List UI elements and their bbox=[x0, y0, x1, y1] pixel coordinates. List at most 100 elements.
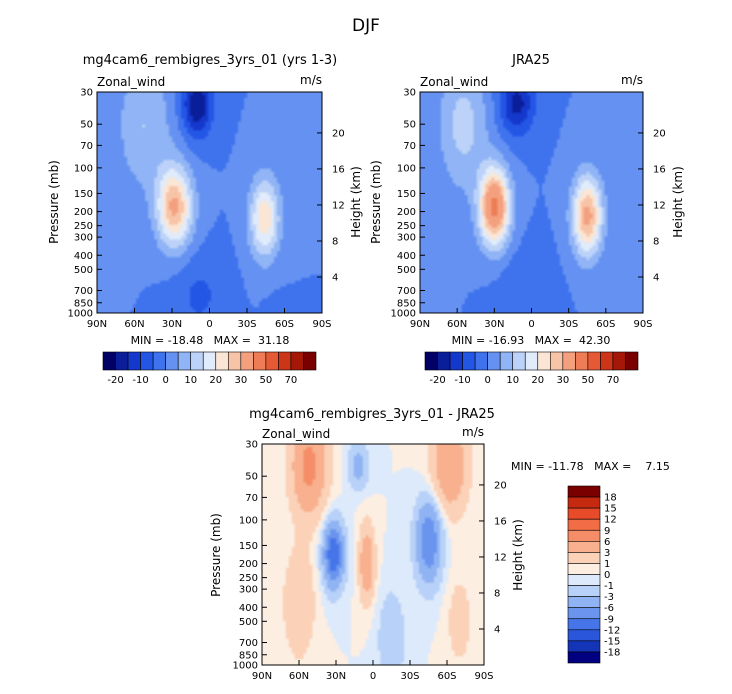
y-tick-label: 700 bbox=[74, 286, 93, 297]
x-tick-label: 0 bbox=[370, 671, 376, 682]
y2-tick-label: 4 bbox=[653, 272, 659, 283]
colorbar-swatch bbox=[487, 351, 501, 371]
y-tick-label: 70 bbox=[80, 141, 93, 152]
heatmap-field bbox=[97, 92, 322, 313]
colorbar-swatch bbox=[567, 541, 601, 553]
y-tick-label: 150 bbox=[397, 189, 416, 200]
colorbar-swatch bbox=[567, 618, 601, 631]
heatmap-field bbox=[262, 444, 484, 665]
colorbar-swatch bbox=[152, 351, 166, 371]
colorbar-label: -15 bbox=[604, 636, 620, 647]
colorbar-label: 6 bbox=[604, 537, 610, 548]
y-tick-label: 400 bbox=[74, 251, 93, 262]
x-tick-label: 90S bbox=[312, 319, 331, 330]
y-tick-label: 250 bbox=[239, 573, 258, 584]
colorbar-swatch bbox=[127, 351, 141, 371]
y-tick-label: 850 bbox=[239, 650, 258, 661]
x-tick-label: 60N bbox=[289, 671, 309, 682]
y-tick-label: 250 bbox=[74, 221, 93, 232]
colorbar-swatch bbox=[567, 574, 601, 586]
panel-model: mg4cam6_rembigres_3yrs_01 (yrs 1-3) Zona… bbox=[47, 53, 363, 386]
colorbar-swatch bbox=[587, 351, 601, 371]
y-tick-label: 70 bbox=[245, 493, 258, 504]
y-axis-label: Pressure (mb) bbox=[369, 160, 383, 244]
field-label: Zonal_wind bbox=[420, 75, 488, 89]
y-tick-label: 500 bbox=[397, 265, 416, 276]
x-tick-label: 60S bbox=[275, 319, 294, 330]
y2-tick-label: 12 bbox=[332, 200, 345, 211]
y-tick-label: 250 bbox=[397, 221, 416, 232]
x-tick-label: 30S bbox=[237, 319, 256, 330]
colorbar-label: 1 bbox=[604, 559, 610, 570]
colorbar-label: -6 bbox=[604, 603, 614, 614]
x-tick-label: 90S bbox=[474, 671, 493, 682]
colorbar-swatch bbox=[215, 351, 229, 371]
colorbar-label: 0 bbox=[162, 375, 168, 386]
y2-tick-label: 12 bbox=[494, 552, 507, 563]
colorbar-swatch bbox=[227, 351, 242, 371]
heatmap-field bbox=[420, 92, 643, 313]
stats-label: MIN = -18.48 MAX = 31.18 bbox=[131, 334, 290, 347]
y-tick-label: 50 bbox=[403, 120, 416, 131]
y-tick-label: 700 bbox=[239, 638, 258, 649]
colorbar-label: -10 bbox=[454, 375, 470, 386]
y-tick-label: 700 bbox=[397, 286, 416, 297]
colorbar-swatch bbox=[462, 351, 476, 371]
colorbar-swatch bbox=[115, 351, 129, 371]
colorbar-label: -20 bbox=[429, 375, 445, 386]
colorbar-swatch bbox=[202, 351, 217, 371]
colorbar-label: 50 bbox=[582, 375, 595, 386]
panel-title: JRA25 bbox=[511, 53, 550, 68]
colorbar-swatch bbox=[562, 351, 576, 371]
y2-tick-label: 16 bbox=[494, 516, 507, 527]
y2-tick-label: 8 bbox=[494, 588, 500, 599]
y-tick-label: 300 bbox=[397, 233, 416, 244]
colorbar-label: 10 bbox=[184, 375, 197, 386]
colorbar-label: 18 bbox=[604, 493, 617, 504]
colorbar-swatch bbox=[567, 563, 601, 575]
colorbar-swatch bbox=[474, 351, 488, 371]
units-label: m/s bbox=[621, 73, 643, 87]
colorbar-swatch bbox=[512, 351, 526, 371]
colorbar-swatch bbox=[567, 640, 601, 653]
colorbar-label: 12 bbox=[604, 515, 617, 526]
x-tick-label: 60S bbox=[437, 671, 456, 682]
x-tick-label: 90N bbox=[252, 671, 272, 682]
y2-axis-label: Height (km) bbox=[349, 166, 363, 237]
y2-axis-label: Height (km) bbox=[671, 166, 685, 237]
colorbar-label: -20 bbox=[107, 375, 123, 386]
panel-title: mg4cam6_rembigres_3yrs_01 (yrs 1-3) bbox=[83, 53, 337, 68]
x-tick-label: 30S bbox=[400, 671, 419, 682]
colorbar-swatch bbox=[499, 351, 514, 371]
y-tick-label: 500 bbox=[74, 265, 93, 276]
colorbar-label: -9 bbox=[604, 614, 614, 625]
colorbar-swatch bbox=[290, 351, 304, 371]
colorbar-label: -18 bbox=[604, 647, 620, 658]
colorbar-label: 30 bbox=[556, 375, 569, 386]
y-tick-label: 400 bbox=[397, 251, 416, 262]
colorbar-swatch bbox=[567, 651, 601, 664]
colorbar-swatch bbox=[253, 351, 267, 371]
colorbar-label: -1 bbox=[604, 581, 614, 592]
y-tick-label: 100 bbox=[239, 515, 258, 526]
panel-title: mg4cam6_rembigres_3yrs_01 - JRA25 bbox=[249, 407, 495, 422]
colorbar-swatch bbox=[567, 507, 601, 520]
y2-tick-label: 20 bbox=[332, 128, 345, 139]
y2-axis-label: Height (km) bbox=[511, 519, 525, 590]
colorbar-swatch bbox=[303, 351, 317, 371]
y2-tick-label: 20 bbox=[653, 128, 666, 139]
panel-diff: mg4cam6_rembigres_3yrs_01 - JRA25 Zonal_… bbox=[209, 407, 670, 682]
units-label: m/s bbox=[300, 73, 322, 87]
y-tick-label: 200 bbox=[239, 559, 258, 570]
colorbar-swatch bbox=[165, 351, 179, 371]
x-tick-label: 60N bbox=[447, 319, 467, 330]
colorbar-label: -10 bbox=[132, 375, 148, 386]
colorbar-label: 0 bbox=[484, 375, 490, 386]
colorbar-swatch bbox=[524, 351, 539, 371]
colorbar-label: 3 bbox=[604, 548, 610, 559]
colorbar-swatch bbox=[102, 351, 116, 371]
y-tick-label: 300 bbox=[239, 585, 258, 596]
y-tick-label: 1000 bbox=[68, 309, 93, 320]
colorbar-swatch bbox=[600, 351, 614, 371]
